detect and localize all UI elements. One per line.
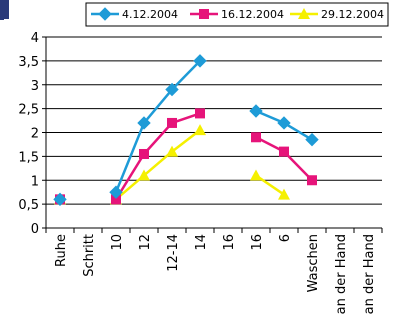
data-point [167,117,177,128]
data-point [194,124,206,136]
y-tick-label: 1,5 [18,150,39,165]
data-point [138,169,150,181]
y-tick-label: 1 [31,174,39,189]
corner-mark [0,0,9,19]
data-point [251,132,261,143]
x-tick-label: 6 [278,234,293,242]
x-tick-label: an der Hand [334,234,349,314]
data-point [250,169,262,181]
data-point [109,185,123,199]
data-point [193,54,207,68]
legend-label: 29.12.2004 [321,8,384,21]
series-line [114,60,201,193]
x-tick-label: 16 [250,234,265,251]
data-point [305,132,319,147]
data-point [249,104,263,118]
y-tick-label: 2,5 [18,103,39,118]
x-tick-label: 12-14 [166,234,181,272]
legend-label: 16.12.2004 [221,8,284,21]
legend-marker [199,9,209,19]
y-tick-labels: 0 0,5 1 1,5 2 2,5 3 3,5 4 [18,31,39,237]
data-point [195,108,205,119]
y-tick-label: 3 [31,79,39,94]
data-point [165,82,179,97]
legend: 4.12.2004 16.12.2004 29.12.2004 [85,2,389,27]
data-point [307,175,317,186]
data-point [166,145,178,157]
x-tick-label: Ruhe [54,234,69,267]
data-point [53,192,67,207]
axes [45,37,383,233]
gridlines [42,36,382,229]
x-tick-labels: Ruhe Schritt 10 12 12-14 14 16 16 6 Waschen an der… [54,234,377,314]
data-point [137,116,151,130]
corner-mark-bottom [0,19,4,20]
series [53,54,319,207]
legend-label: 4.12.2004 [122,8,178,21]
x-tick-label: an der Hand [362,234,377,314]
x-tick-label: 12 [138,234,153,251]
x-tick-label: 16 [222,234,237,251]
series-2 [55,108,317,205]
series-line [115,129,201,201]
x-tick-label: 14 [194,234,209,251]
series-line [114,112,201,201]
y-tick-label: 0 [31,222,39,237]
y-tick-label: 3,5 [18,55,39,70]
data-point [277,116,291,130]
legend-box [85,2,389,27]
data-point [139,148,149,159]
x-tick-label: Waschen [306,234,321,292]
data-point [279,146,289,157]
legend-marker [298,8,310,19]
data-point [278,188,290,200]
x-tick-label: 10 [110,234,125,251]
y-tick-label: 4 [31,31,39,46]
y-tick-label: 2 [31,127,39,142]
data-point [111,194,121,205]
series-1 [53,54,319,207]
y-tick-label: 0,5 [18,198,39,213]
x-tick-label: Schritt [82,234,97,277]
legend-marker [98,7,112,21]
